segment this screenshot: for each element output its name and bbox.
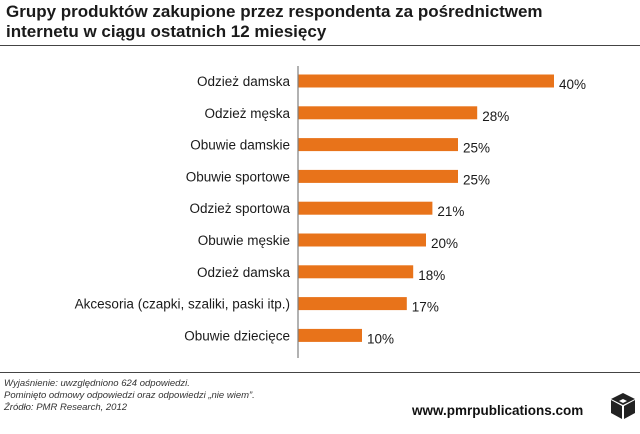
value-label: 40% bbox=[559, 77, 586, 92]
footnote-explanation: Wyjaśnienie: uwzględniono 624 odpowiedzi… bbox=[4, 378, 190, 389]
footer-divider bbox=[0, 372, 640, 373]
value-label: 17% bbox=[412, 300, 439, 315]
title-divider bbox=[0, 45, 640, 46]
bar bbox=[298, 201, 433, 215]
category-label: Akcesoria (czapki, szaliki, paski itp.) bbox=[75, 297, 290, 312]
bar bbox=[298, 106, 478, 120]
value-label: 25% bbox=[463, 141, 490, 156]
bar bbox=[298, 169, 458, 183]
footnotes: Wyjaśnienie: uwzględniono 624 odpowiedzi… bbox=[4, 378, 404, 414]
category-label: Obuwie męskie bbox=[198, 233, 290, 248]
bar bbox=[298, 233, 426, 247]
bar bbox=[298, 74, 554, 88]
value-label: 20% bbox=[431, 236, 458, 251]
value-label: 21% bbox=[437, 204, 464, 219]
category-label: Odzież męska bbox=[204, 106, 290, 121]
value-label: 28% bbox=[482, 109, 509, 124]
value-label: 10% bbox=[367, 331, 394, 346]
pmr-cube-icon bbox=[611, 393, 635, 419]
bar bbox=[298, 328, 362, 342]
category-label: Odzież damska bbox=[197, 265, 291, 280]
category-label: Odzież sportowa bbox=[189, 201, 290, 216]
category-label: Obuwie damskie bbox=[190, 138, 290, 153]
category-label: Obuwie sportowe bbox=[186, 169, 290, 184]
category-label: Odzież damska bbox=[197, 74, 291, 89]
bar bbox=[298, 265, 414, 279]
footnote-source: Źródło: PMR Research, 2012 bbox=[4, 402, 128, 413]
category-label: Obuwie dziecięce bbox=[184, 328, 290, 343]
footnote-omitted: Pominięto odmowy odpowiedzi oraz odpowie… bbox=[4, 390, 255, 401]
chart-title: Grupy produktów zakupione przez responde… bbox=[6, 2, 543, 41]
bar-chart: Odzież damska Odzież męska Obuwie damskie O… bbox=[75, 66, 586, 358]
bar bbox=[298, 297, 407, 311]
value-label: 18% bbox=[418, 268, 445, 283]
bar bbox=[298, 138, 458, 152]
value-label: 25% bbox=[463, 172, 490, 187]
website-link[interactable]: www.pmrpublications.com bbox=[412, 403, 584, 418]
